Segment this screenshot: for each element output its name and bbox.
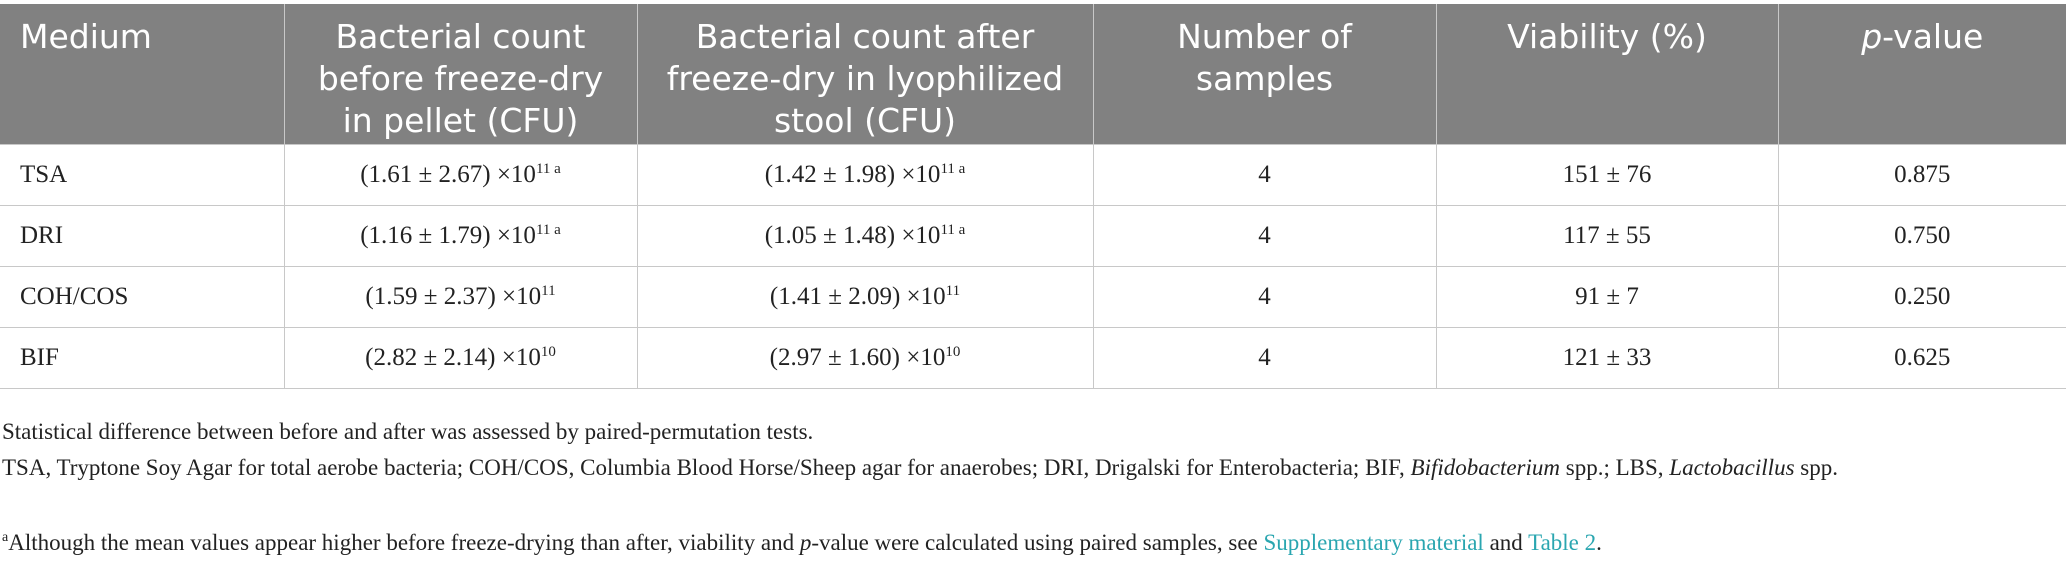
p-value-suffix: -value <box>1882 17 1984 56</box>
cell-p-value: 0.250 <box>1777 266 2066 328</box>
header-number-of-samples: Number of samples <box>1092 4 1436 144</box>
cell-medium: TSA <box>0 143 284 206</box>
footnote-a: aAlthough the mean values appear higher … <box>2 527 2047 558</box>
header-p-value: p-value <box>1777 4 2066 144</box>
exponent: 11 a <box>535 221 561 238</box>
cell-p-value: 0.875 <box>1777 143 2066 206</box>
exponent: 11 <box>945 282 961 299</box>
table-row: COH/COS (1.59 ± 2.37) ×1011 (1.41 ± 2.09… <box>0 266 2066 328</box>
footnote-marker: a <box>2 530 9 545</box>
footnote-text: -value were calculated using paired samp… <box>811 530 1264 555</box>
header-count-before: Bacterial count before freeze-dry in pel… <box>283 4 637 144</box>
exponent: 11 a <box>940 221 966 238</box>
count-value: (1.61 ± 2.67) ×10 <box>360 160 536 188</box>
cell-medium: COH/COS <box>0 266 284 328</box>
exponent: 11 <box>541 282 556 299</box>
cell-p-value: 0.750 <box>1777 205 2066 267</box>
table-row: DRI (1.16 ± 1.79) ×1011 a (1.05 ± 1.48) … <box>0 205 2066 267</box>
cell-viability: 151 ± 76 <box>1435 143 1778 206</box>
footnote-abbreviations: TSA, Tryptone Soy Agar for total aerobe … <box>2 452 2047 483</box>
count-value: (1.05 ± 1.48) ×10 <box>764 221 941 249</box>
abbrev-bifidobacterium: Bifidobacterium <box>1410 455 1561 480</box>
supplementary-material-link[interactable]: Supplementary material <box>1263 530 1484 555</box>
cell-count-after: (1.41 ± 2.09) ×1011 <box>636 266 1093 328</box>
count-value: (1.59 ± 2.37) ×10 <box>365 282 542 310</box>
count-value: (1.41 ± 2.09) ×10 <box>769 282 946 310</box>
footnote-text: . <box>1596 530 1602 555</box>
cell-viability: 121 ± 33 <box>1435 327 1778 389</box>
footnote-text: and <box>1483 530 1529 555</box>
cell-count-before: (1.59 ± 2.37) ×1011 <box>283 266 637 328</box>
exponent: 11 a <box>940 160 966 177</box>
exponent: 11 a <box>535 160 561 177</box>
count-value: (2.82 ± 2.14) ×10 <box>365 343 541 371</box>
cell-samples: 4 <box>1092 327 1436 389</box>
cell-viability: 91 ± 7 <box>1435 266 1778 328</box>
cell-medium: DRI <box>0 205 284 267</box>
count-value: (1.16 ± 1.79) ×10 <box>360 221 536 249</box>
exponent: 10 <box>945 343 961 360</box>
footnote-p-italic: p <box>799 530 812 555</box>
table-row: BIF (2.82 ± 2.14) ×1010 (2.97 ± 1.60) ×1… <box>0 327 2066 389</box>
header-count-after: Bacterial count after freeze-dry in lyop… <box>636 4 1093 144</box>
cell-samples: 4 <box>1092 143 1436 206</box>
cell-count-after: (1.42 ± 1.98) ×1011 a <box>636 143 1093 206</box>
results-table: Medium Bacterial count before freeze-dry… <box>0 4 2066 389</box>
cell-medium: BIF <box>0 327 284 389</box>
cell-samples: 4 <box>1092 266 1436 328</box>
abbrev-text: spp.; LBS, <box>1560 455 1670 480</box>
header-row: Medium Bacterial count before freeze-dry… <box>0 4 2066 144</box>
header-viability: Viability (%) <box>1435 4 1778 144</box>
footnote-statistics: Statistical difference between before an… <box>2 419 814 444</box>
cell-count-after: (1.05 ± 1.48) ×1011 a <box>636 205 1093 267</box>
count-value: (2.97 ± 1.60) ×10 <box>769 343 946 371</box>
cell-samples: 4 <box>1092 205 1436 267</box>
cell-count-before: (2.82 ± 2.14) ×1010 <box>283 327 637 389</box>
table-row: TSA (1.61 ± 2.67) ×1011 a (1.42 ± 1.98) … <box>0 143 2066 206</box>
p-italic: p <box>1861 17 1883 56</box>
cell-count-before: (1.61 ± 2.67) ×1011 a <box>283 143 637 206</box>
header-medium: Medium <box>0 4 284 144</box>
abbrev-text: spp. <box>1794 455 1838 480</box>
footnote-text: Although the mean values appear higher b… <box>8 530 800 555</box>
cell-count-before: (1.16 ± 1.79) ×1011 a <box>283 205 637 267</box>
count-value: (1.42 ± 1.98) ×10 <box>764 160 941 188</box>
cell-p-value: 0.625 <box>1777 327 2066 389</box>
cell-viability: 117 ± 55 <box>1435 205 1778 267</box>
abbrev-lactobacillus: Lactobacillus <box>1669 455 1795 480</box>
exponent: 10 <box>540 343 556 360</box>
table-2-link[interactable]: Table 2 <box>1528 530 1597 555</box>
cell-count-after: (2.97 ± 1.60) ×1010 <box>636 327 1093 389</box>
abbrev-text: TSA, Tryptone Soy Agar for total aerobe … <box>2 455 1411 480</box>
